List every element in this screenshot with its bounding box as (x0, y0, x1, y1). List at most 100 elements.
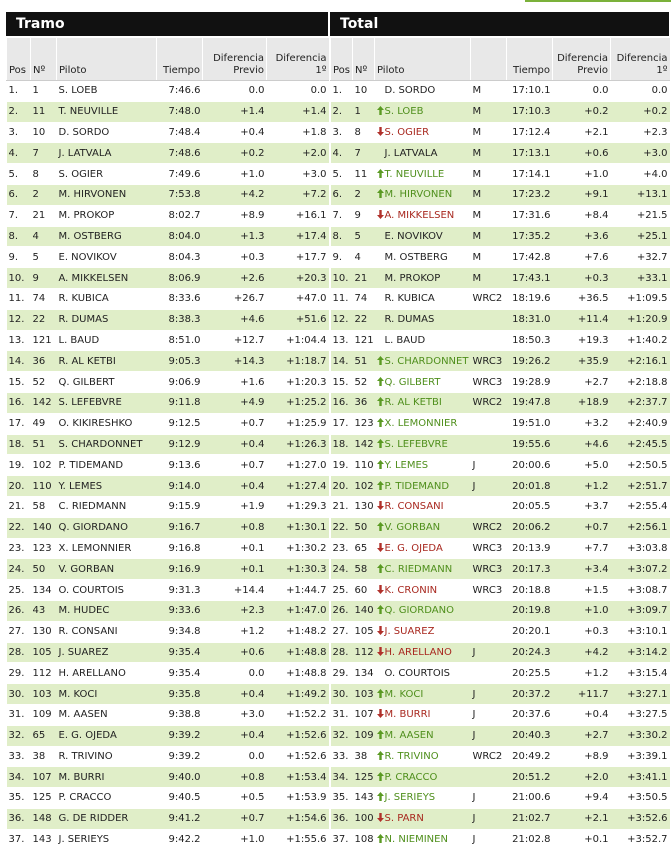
table-row: 10. 9 A. MIKKELSEN 8:06.9 +2.6 +20.3 (6, 267, 329, 289)
table-cell: C. RIEDMANN (56, 496, 157, 518)
table-row: 29. 112 H. ARELLANO 9:35.4 0.0 +1:48.8 (6, 662, 329, 685)
table-cell: 6. (330, 184, 353, 206)
table-cell: X. LEMONNIER (56, 538, 157, 560)
table-cell: +0.4 (202, 683, 267, 705)
table-cell: 1 (352, 101, 375, 123)
table-cell: 134 (352, 662, 375, 685)
table-cell: A. MIKKELSEN (374, 205, 471, 227)
header-row: Pos Nº Piloto Tiempo Diferencia Previo Difere… (6, 38, 329, 81)
column-header: Tiempo (156, 38, 203, 81)
table-cell: 112 (30, 662, 57, 685)
table-row: 19. 110 Y. LEMES J 20:00.6 +5.0 +2:50.5 (330, 454, 670, 477)
table-cell: +3.6 (552, 226, 611, 248)
table-cell: 9:35.8 (156, 683, 203, 705)
table-cell: E. G. OJEDA (374, 538, 471, 560)
table-cell: +0.4 (552, 704, 611, 726)
table-cell: 33. (6, 746, 31, 768)
table-row: 1. 1 S. LOEB 7:46.6 0.0 0.0 (6, 80, 329, 102)
table-cell (470, 309, 507, 331)
table-cell: +1:25.9 (266, 413, 329, 435)
table-cell: +2.3 (610, 122, 670, 144)
table-cell: 9:41.2 (156, 808, 203, 830)
table-cell: 17:12.4 (506, 122, 553, 144)
table-cell: +0.2 (552, 101, 611, 123)
table-cell: 30. (330, 683, 353, 705)
table-cell: 134 (30, 579, 57, 601)
table-cell: +11.7 (552, 683, 611, 705)
table-row: 28. 112 H. ARELLANO J 20:24.3 +4.2 +3:14.2 (330, 642, 670, 664)
table-row: 15. 52 Q. GILBERT 9:06.9 +1.6 +1:20.3 (6, 371, 329, 393)
table-cell: +0.6 (552, 142, 611, 165)
table-row: 2. 1 S. LOEB M 17:10.3 +0.2 +0.2 (330, 101, 670, 123)
table-cell: +9.4 (552, 787, 611, 809)
table-row: 30. 103 M. KOCI J 20:37.2 +11.7 +3:27.1 (330, 683, 670, 705)
table-cell: 0.0 (202, 746, 267, 768)
table-cell: 17:10.3 (506, 101, 553, 123)
column-header: Pos (6, 38, 31, 81)
table-cell: D. SORDO (56, 122, 157, 144)
table-cell: 21:02.7 (506, 808, 553, 830)
table-cell: 12. (6, 309, 31, 331)
table-row: 27. 105 J. SUAREZ 20:20.1 +0.3 +3:10.1 (330, 621, 670, 643)
table-cell (470, 600, 507, 622)
table-cell: 121 (352, 330, 375, 352)
column-header: Pos (330, 38, 353, 81)
table-cell: +1.5 (552, 579, 611, 601)
table-cell: +0.1 (552, 829, 611, 850)
table-cell: 37. (6, 829, 31, 850)
table-cell: +1:26.3 (266, 434, 329, 456)
table-cell: 19. (6, 454, 31, 477)
table-cell: 20:05.5 (506, 496, 553, 518)
table-cell (470, 434, 507, 456)
table-cell: R. KUBICA (374, 288, 471, 310)
table-cell: 125 (30, 787, 57, 809)
table-cell: Q. GILBERT (56, 371, 157, 393)
table-cell: M. AASEN (56, 704, 157, 726)
table-cell: +0.4 (202, 725, 267, 747)
table-cell: M. OSTBERG (56, 226, 157, 248)
table-row: 3. 8 S. OGIER M 17:12.4 +2.1 +2.3 (330, 122, 670, 144)
table-cell: 4. (6, 142, 31, 165)
table-cell: 7:48.6 (156, 142, 203, 165)
table-cell: 25. (330, 579, 353, 601)
table-cell: 143 (352, 787, 375, 809)
table-row: 8. 5 E. NOVIKOV M 17:35.2 +3.6 +25.1 (330, 226, 670, 248)
table-cell: 1. (6, 80, 31, 102)
table-cell: J. SUAREZ (56, 642, 157, 664)
table-cell: 143 (30, 829, 57, 850)
table-cell (470, 662, 507, 685)
table-cell: 102 (30, 454, 57, 477)
table-row: 22. 140 Q. GIORDANO 9:16.7 +0.8 +1:30.1 (6, 517, 329, 539)
table-cell: 125 (352, 766, 375, 789)
table-row: 32. 109 M. AASEN J 20:40.3 +2.7 +3:30.2 (330, 725, 670, 747)
table-cell: J (470, 475, 507, 497)
table-cell: 32. (6, 725, 31, 747)
table-row: 32. 65 E. G. OJEDA 9:39.2 +0.4 +1:52.6 (6, 725, 329, 747)
table-cell: +1:55.6 (266, 829, 329, 850)
table-cell: 0.0 (552, 80, 611, 102)
table-cell: H. ARELLANO (374, 642, 471, 664)
table-cell: 102 (352, 475, 375, 497)
table-cell: J (470, 642, 507, 664)
table-cell: +0.7 (202, 413, 267, 435)
table-cell: +0.2 (202, 142, 267, 165)
table-cell: J. LATVALA (56, 142, 157, 165)
column-header: Diferencia 1º (610, 38, 670, 81)
table-cell: 0.0 (202, 662, 267, 685)
table-cell: 20:37.2 (506, 683, 553, 705)
table-cell: +2:40.9 (610, 413, 670, 435)
table-cell: WRC3 (470, 538, 507, 560)
table-cell: 142 (352, 434, 375, 456)
table-row: 31. 109 M. AASEN 9:38.8 +3.0 +1:52.2 (6, 704, 329, 726)
table-cell: 123 (352, 413, 375, 435)
table-cell: +1:27.0 (266, 454, 329, 477)
table-row: 10. 21 M. PROKOP M 17:43.1 +0.3 +33.1 (330, 267, 670, 289)
table-cell: +1:48.2 (266, 621, 329, 643)
trend-arrow (376, 376, 384, 386)
table-cell: 50 (352, 517, 375, 539)
table-cell: S. CHARDONNET (56, 434, 157, 456)
table-row: 24. 50 V. GORBAN 9:16.9 +0.1 +1:30.3 (6, 558, 329, 581)
table-cell: 24. (6, 558, 31, 581)
table-cell: 8:04.3 (156, 246, 203, 269)
table-cell: R. CONSANI (56, 621, 157, 643)
